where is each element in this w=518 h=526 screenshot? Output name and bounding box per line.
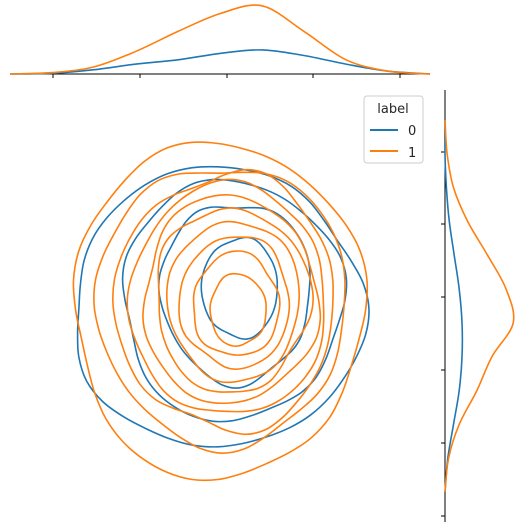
contour-0-level-1 — [121, 178, 348, 423]
top-marginal-curve-1 — [9, 4, 431, 75]
contour-1-level-5 — [157, 207, 314, 393]
top-marginal-curve-0 — [9, 49, 431, 75]
contour-1-level-4 — [142, 194, 322, 405]
contour-1-level-9 — [209, 272, 267, 347]
contour-1-level-1 — [93, 171, 346, 455]
contour-0-level-3 — [200, 236, 279, 340]
contour-1-level-6 — [165, 220, 300, 384]
top-marginal-plot — [9, 4, 431, 78]
contour-1-level-3 — [126, 178, 325, 413]
contour-1-level-0 — [72, 141, 369, 482]
right-marginal-curve-1 — [444, 119, 515, 493]
contour-1-level-2 — [112, 168, 334, 436]
right-marginal-curve-0 — [444, 119, 464, 493]
contour-0-level-2 — [157, 206, 311, 389]
legend-label-0: 0 — [408, 124, 416, 139]
legend: label 0 1 — [363, 95, 424, 164]
legend-title: label — [377, 102, 408, 117]
contour-1-level-8 — [192, 250, 281, 356]
legend-label-1: 1 — [408, 146, 416, 161]
contour-0-level-0 — [76, 165, 370, 448]
contour-1-level-7 — [178, 236, 291, 371]
right-marginal-plot — [441, 90, 515, 522]
joint-kde-contours — [72, 141, 370, 482]
